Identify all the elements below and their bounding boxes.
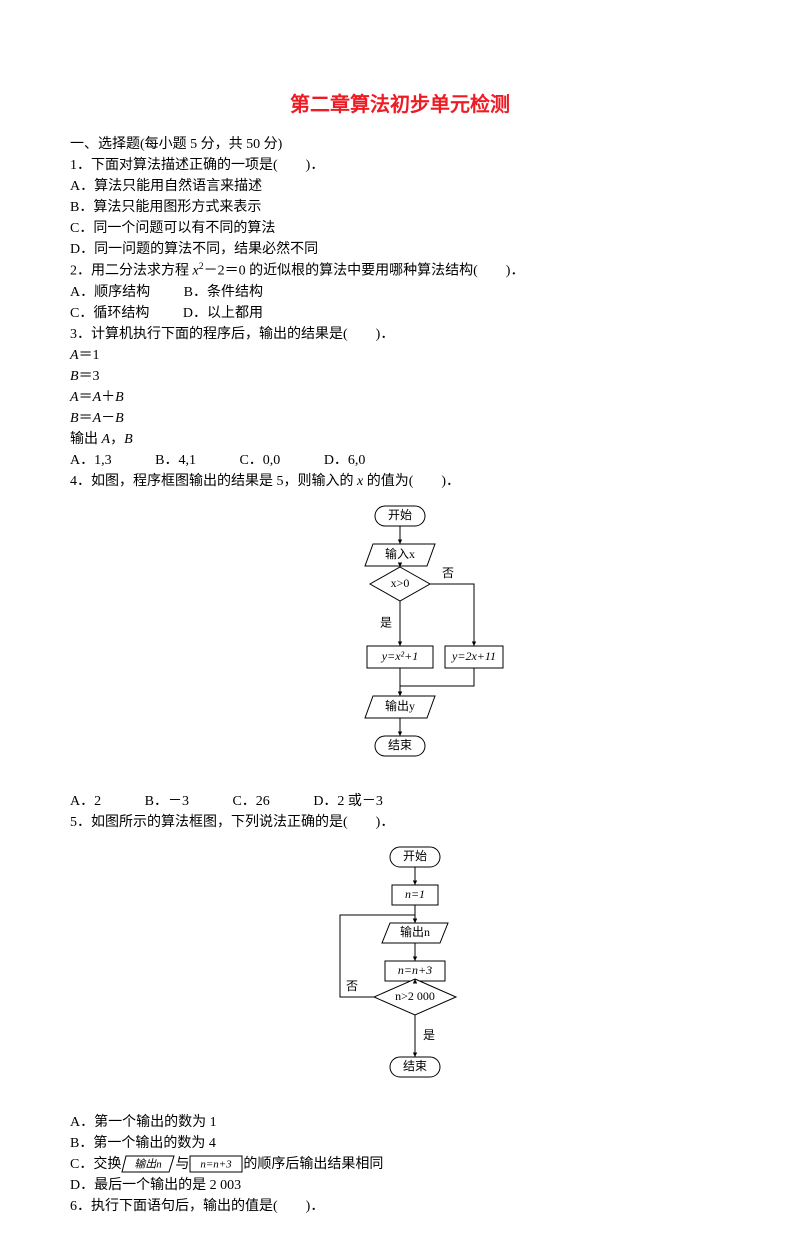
q2-optB: B．条件结构 — [184, 285, 263, 300]
section-header: 一、选择题(每小题 5 分，共 50 分) — [70, 134, 730, 155]
q1-optB: B．算法只能用图形方式来表示 — [70, 197, 730, 218]
q4-flowchart-svg: 开始输入x x>0 y=x²+1 y=2x+11 输出y 结束 是 否 — [295, 498, 505, 778]
q5-optD: D．最后一个输出的是 2 003 — [70, 1175, 730, 1196]
svg-text:是: 是 — [380, 615, 392, 629]
svg-text:n=n+3: n=n+3 — [201, 1159, 233, 1171]
q4-optA: A．2 — [70, 794, 101, 809]
q3-l3b: ＝ — [79, 390, 93, 405]
q3-l5a: 输出 — [70, 432, 102, 447]
q1-optA: A．算法只能用自然语言来描述 — [70, 176, 730, 197]
q2-opts-row2: C．循环结构 D．以上都用 — [70, 303, 730, 324]
q3-stem: 3．计算机执行下面的程序后，输出的结果是( )． — [70, 324, 730, 345]
q4-optD: D．2 或－3 — [313, 794, 383, 809]
q5-optC-a: C．交换 — [70, 1157, 121, 1172]
q4-stem-a: 4．如图，程序框图输出的结果是 5，则输入的 — [70, 474, 357, 489]
svg-text:否: 否 — [442, 565, 454, 579]
q3-l5d: B — [124, 432, 133, 447]
q3-optB: B．4,1 — [155, 453, 196, 468]
svg-text:开始: 开始 — [388, 507, 412, 521]
q2-opts-row1: A．顺序结构 B．条件结构 — [70, 282, 730, 303]
q3-l5c: ， — [110, 432, 124, 447]
q3-l3c: A — [93, 390, 102, 405]
q3-l2a: B — [70, 369, 79, 384]
svg-text:结束: 结束 — [403, 1058, 427, 1072]
svg-text:输入x: 输入x — [385, 545, 415, 560]
q3-l1a: A — [70, 348, 79, 363]
q1-stem: 1．下面对算法描述正确的一项是( )． — [70, 155, 730, 176]
q2-stem-a: 2．用二分法求方程 — [70, 264, 193, 279]
svg-text:输出n: 输出n — [400, 923, 430, 938]
q5-flowchart: 开始 n=1 输出n n=n+3 n>2 000 结束 是 否 — [70, 839, 730, 1106]
q3-l5: 输出 A，B — [70, 429, 730, 450]
svg-text:输出n: 输出n — [135, 1158, 163, 1171]
q3-opts: A．1,3 B．4,1 C．0,0 D．6,0 — [70, 450, 730, 471]
q5-stem: 5．如图所示的算法框图，下列说法正确的是( )． — [70, 812, 730, 833]
svg-text:开始: 开始 — [403, 848, 427, 862]
q2-stem: 2．用二分法求方程 x2－2＝0 的近似根的算法中要用哪种算法结构( )． — [70, 260, 730, 282]
q5-inline-box1: 输出n — [121, 1155, 175, 1173]
q1-optC: C．同一个问题可以有不同的算法 — [70, 218, 730, 239]
q3-l4d: － — [101, 411, 115, 426]
q2-stem-b: －2＝0 的近似根的算法中要用哪种算法结构( )． — [204, 264, 525, 279]
q4-stem-b: 的值为( )． — [363, 474, 460, 489]
page-title: 第二章算法初步单元检测 — [70, 90, 730, 120]
q3-l1: A＝1 — [70, 345, 730, 366]
q3-l5b: A — [102, 432, 111, 447]
svg-text:输出y: 输出y — [385, 697, 415, 712]
svg-text:n>2 000: n>2 000 — [395, 988, 435, 1002]
q5-optC: C．交换 输出n 与 n=n+3 的顺序后输出结果相同 — [70, 1154, 730, 1175]
q3-l4a: B — [70, 411, 79, 426]
svg-text:n=1: n=1 — [405, 886, 425, 900]
q3-l4c: A — [93, 411, 102, 426]
q5-optA: A．第一个输出的数为 1 — [70, 1112, 730, 1133]
svg-text:x>0: x>0 — [391, 575, 410, 589]
q3-l1b: ＝1 — [79, 348, 100, 363]
q5-optB: B．第一个输出的数为 4 — [70, 1133, 730, 1154]
q5-optC-b: 的顺序后输出结果相同 — [243, 1157, 383, 1172]
q2-optA: A．顺序结构 — [70, 285, 150, 300]
svg-text:否: 否 — [346, 978, 358, 992]
q2-optD: D．以上都用 — [183, 306, 263, 321]
svg-text:y=2x+11: y=2x+11 — [451, 648, 496, 662]
svg-text:n=n+3: n=n+3 — [398, 962, 432, 976]
q4-stem: 4．如图，程序框图输出的结果是 5，则输入的 x 的值为( )． — [70, 471, 730, 492]
q5-flowchart-svg: 开始 n=1 输出n n=n+3 n>2 000 结束 是 否 — [300, 839, 500, 1099]
q3-l2b: ＝3 — [79, 369, 100, 384]
q3-l3d: ＋ — [101, 390, 115, 405]
q3-optD: D．6,0 — [324, 453, 366, 468]
q3-l4e: B — [115, 411, 124, 426]
svg-text:y=x²+1: y=x²+1 — [381, 648, 418, 662]
q4-flowchart: 开始输入x x>0 y=x²+1 y=2x+11 输出y 结束 是 否 — [70, 498, 730, 785]
q5-inline-box2: n=n+3 — [189, 1155, 243, 1173]
q5-optC-mid: 与 — [175, 1157, 189, 1172]
q3-l4b: ＝ — [79, 411, 93, 426]
q4-optC: C．26 — [232, 794, 269, 809]
svg-text:结束: 结束 — [388, 737, 412, 751]
q4-opts: A．2 B．－3 C．26 D．2 或－3 — [70, 791, 730, 812]
q3-l3e: B — [115, 390, 124, 405]
q3-l3a: A — [70, 390, 79, 405]
q1-optD: D．同一问题的算法不同，结果必然不同 — [70, 239, 730, 260]
svg-text:是: 是 — [423, 1027, 435, 1041]
q3-l2: B＝3 — [70, 366, 730, 387]
q3-optA: A．1,3 — [70, 453, 112, 468]
q3-l4: B＝A－B — [70, 408, 730, 429]
q3-l3: A＝A＋B — [70, 387, 730, 408]
q6-stem: 6．执行下面语句后，输出的值是( )． — [70, 1196, 730, 1217]
q4-optB: B．－3 — [145, 794, 189, 809]
q2-optC: C．循环结构 — [70, 306, 149, 321]
title-text: 第二章算法初步单元检测 — [290, 94, 510, 116]
q3-optC: C．0,0 — [239, 453, 280, 468]
